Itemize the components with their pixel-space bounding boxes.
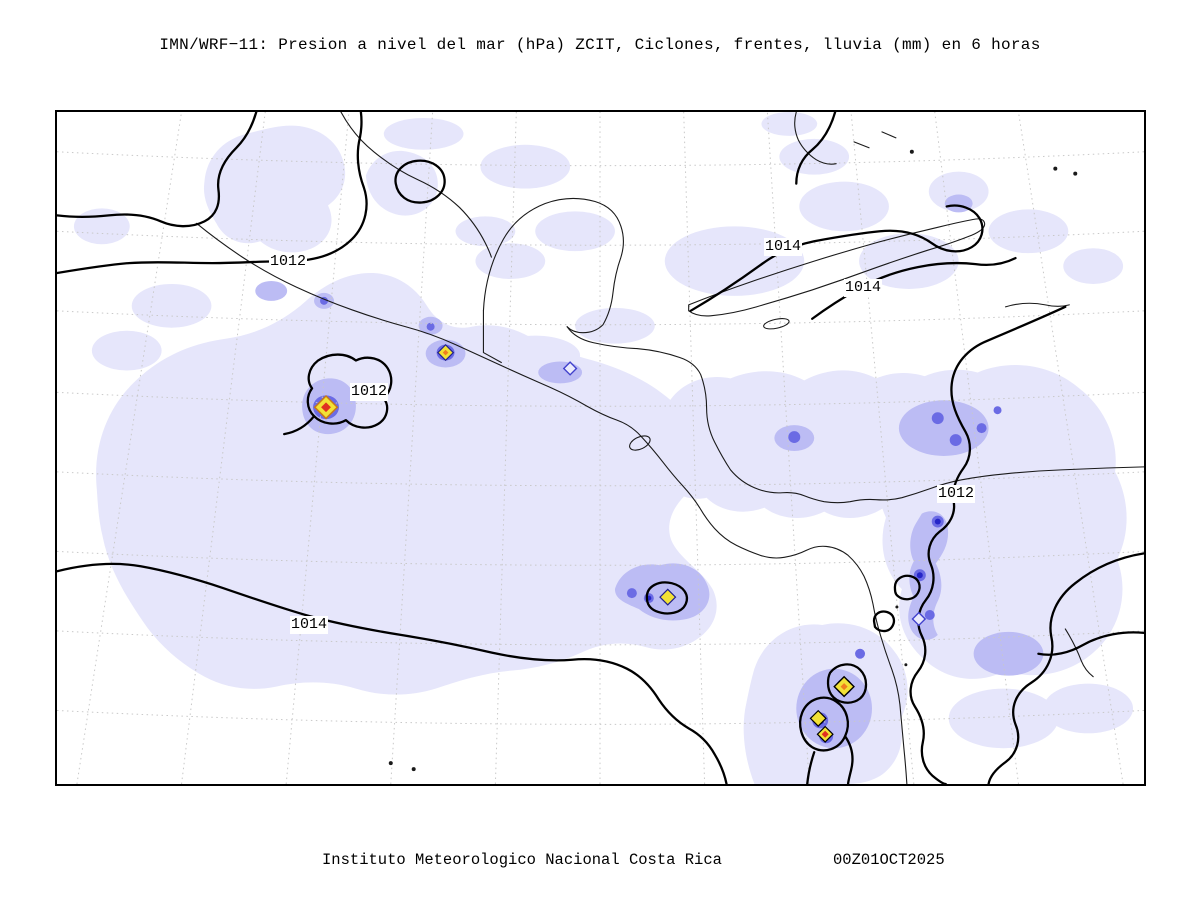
rain-marker-blue-diamond [911, 611, 927, 627]
contour-label-1014: 1014 [290, 616, 329, 634]
rain-max-marker-yellow [833, 675, 855, 698]
institute-credit: Instituto Meteorologico Nacional Costa R… [322, 851, 722, 869]
pressure-contour-layer [57, 112, 1144, 784]
rain-max-marker-red [313, 394, 339, 420]
contour-label-1012: 1012 [350, 383, 389, 401]
rain-max-marker-yellow [436, 343, 455, 362]
model-run-timestamp: 00Z01OCT2025 [833, 851, 945, 869]
map-frame: 1012 1014 1014 1012 1012 1014 [55, 110, 1146, 786]
rain-max-markers-layer [313, 343, 927, 743]
page-title: IMN/WRF−11: Presion a nivel del mar (hPa… [159, 36, 1041, 54]
rain-marker-blue-diamond [562, 361, 578, 376]
weather-map [57, 112, 1144, 784]
contour-label-1012: 1012 [269, 253, 308, 271]
contour-label-1014: 1014 [844, 279, 883, 297]
contour-label-1014: 1014 [764, 238, 803, 256]
rain-max-marker-yellow [809, 709, 827, 727]
rain-max-marker-yellow [659, 588, 677, 606]
contour-label-1012: 1012 [937, 485, 976, 503]
graticule-layer [57, 112, 1144, 784]
rain-max-marker-yellow [816, 725, 834, 743]
